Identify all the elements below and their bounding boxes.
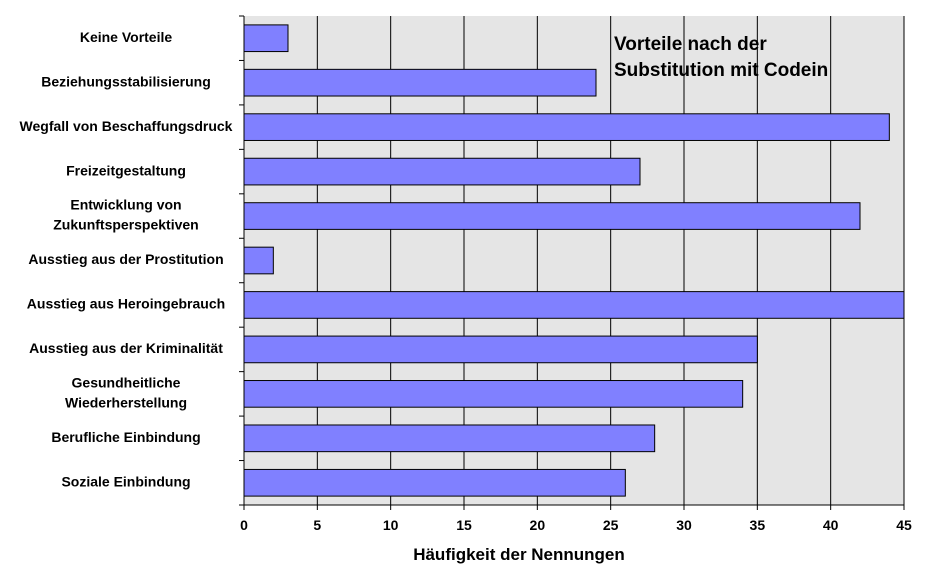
category-label: Ausstieg aus Heroingebrauch: [27, 296, 225, 312]
category-label: Freizeitgestaltung: [66, 162, 186, 178]
gridlines: [316, 16, 905, 505]
bar: [243, 246, 274, 275]
bars: [243, 24, 905, 497]
category-label: Soziale Einbindung: [61, 473, 190, 489]
bar: [243, 68, 597, 97]
x-axis-title: Häufigkeit der Nennungen: [413, 545, 625, 564]
category-label: Beziehungsstabilisierung: [41, 73, 211, 89]
chart-title: Vorteile nach der Substitution mit Codein: [614, 34, 828, 81]
bar: [243, 113, 890, 141]
category-label: Ausstieg aus der Kriminalität: [29, 340, 223, 356]
x-tick-label: 40: [823, 517, 839, 533]
bar: [243, 468, 626, 497]
chart-title-line: Substitution mit Codein: [614, 60, 828, 81]
axes: [239, 15, 905, 510]
bar: [243, 291, 905, 319]
bar: [243, 380, 744, 408]
bar: [243, 202, 861, 230]
category-label: Entwicklung von: [70, 197, 181, 213]
x-tick-label: 35: [750, 517, 766, 533]
category-label: Berufliche Einbindung: [51, 429, 200, 445]
x-tick-label: 25: [603, 517, 619, 533]
bar: [243, 424, 656, 453]
category-labels: Keine Vorteile Beziehungsstabilisierung We…: [20, 29, 233, 490]
x-tick-label: 15: [456, 517, 472, 533]
x-tick-label: 5: [313, 517, 321, 533]
chart-title-line: Vorteile nach der: [614, 34, 767, 55]
bar: [243, 157, 641, 186]
x-tick-label: 20: [530, 517, 546, 533]
category-label: Ausstieg aus der Prostitution: [28, 251, 223, 267]
category-label: Wegfall von Beschaffungsdruck: [20, 118, 233, 134]
x-tick-label: 45: [896, 517, 912, 533]
x-tick-label: 0: [240, 517, 248, 533]
tick-labels: 0 5 10 15 20 25 30 35 40 45: [240, 517, 912, 533]
x-tick-label: 30: [676, 517, 692, 533]
bar: [243, 24, 289, 53]
category-label: Zukunftsperspektiven: [53, 217, 198, 233]
plot-area: [244, 16, 904, 505]
x-tick-label: 10: [383, 517, 399, 533]
bar: [243, 335, 758, 364]
category-label: Wiederherstellung: [65, 395, 187, 411]
category-label: Keine Vorteile: [80, 29, 173, 45]
category-label: Gesundheitliche: [72, 375, 181, 391]
